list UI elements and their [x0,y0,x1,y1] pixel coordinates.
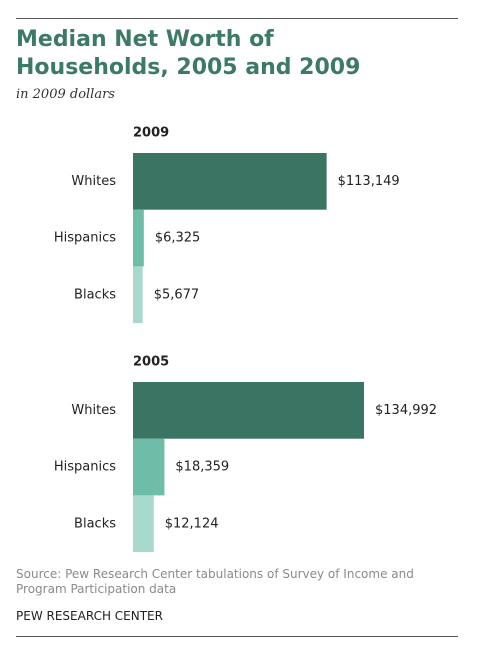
category-label: Hispanics [54,460,116,475]
value-label: $5,677 [154,287,200,302]
bar [133,382,364,439]
bar [133,153,327,210]
bar [133,438,165,496]
bottom-rule [16,636,458,637]
title: Median Net Worth of Households, 2005 and… [16,27,361,80]
subtitle: in 2009 dollars [16,87,115,102]
category-label: Blacks [74,516,116,531]
bar [133,495,154,553]
value-label: $134,992 [375,403,437,418]
category-label: Hispanics [54,231,116,246]
category-label: Whites [71,174,116,189]
value-label: $12,124 [165,516,219,531]
category-label: Blacks [74,287,116,302]
value-label: $6,325 [155,231,201,246]
category-label: Whites [71,403,116,418]
value-label: $18,359 [175,460,229,475]
bar [133,266,143,324]
value-label: $113,149 [338,174,400,189]
source: Source: Pew Research Center tabulations … [16,567,414,596]
panel-title: 2009 [133,126,169,141]
bar [133,209,144,267]
footer: PEW RESEARCH CENTER [16,609,163,623]
top-rule [16,18,458,19]
panel-title: 2005 [133,355,169,370]
